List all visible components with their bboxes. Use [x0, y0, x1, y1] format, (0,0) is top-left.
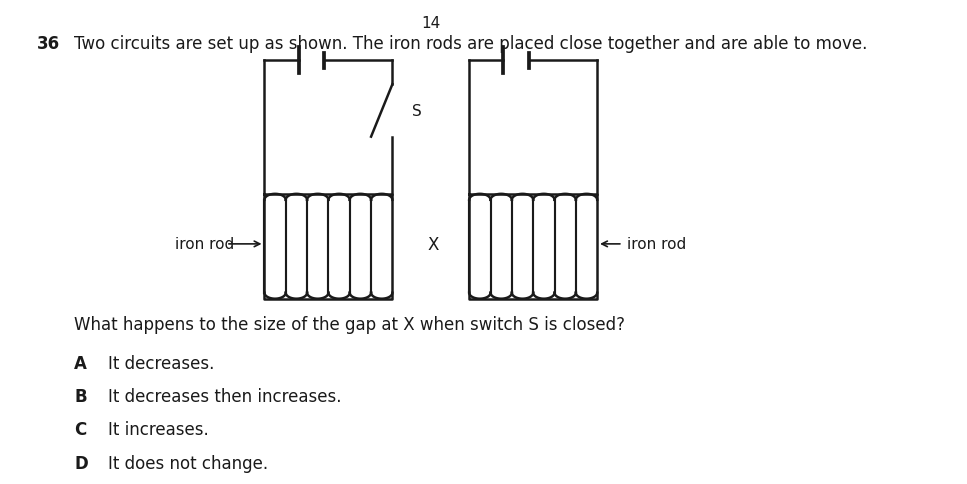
Text: What happens to the size of the gap at X when switch S is closed?: What happens to the size of the gap at X… [74, 316, 625, 333]
Text: iron rod: iron rod [175, 237, 234, 252]
Text: It decreases then increases.: It decreases then increases. [108, 387, 341, 405]
Text: iron rod: iron rod [627, 237, 687, 252]
Text: Two circuits are set up as shown. The iron rods are placed close together and ar: Two circuits are set up as shown. The ir… [74, 35, 867, 53]
Text: D: D [74, 454, 88, 471]
Text: It does not change.: It does not change. [108, 454, 269, 471]
Text: It increases.: It increases. [108, 421, 209, 439]
Text: S: S [412, 104, 422, 119]
Text: B: B [74, 387, 87, 405]
Text: A: A [74, 354, 87, 372]
Text: X: X [427, 235, 439, 253]
Text: It decreases.: It decreases. [108, 354, 215, 372]
Text: 14: 14 [422, 16, 440, 31]
Text: 36: 36 [37, 35, 60, 53]
Text: C: C [74, 421, 86, 439]
